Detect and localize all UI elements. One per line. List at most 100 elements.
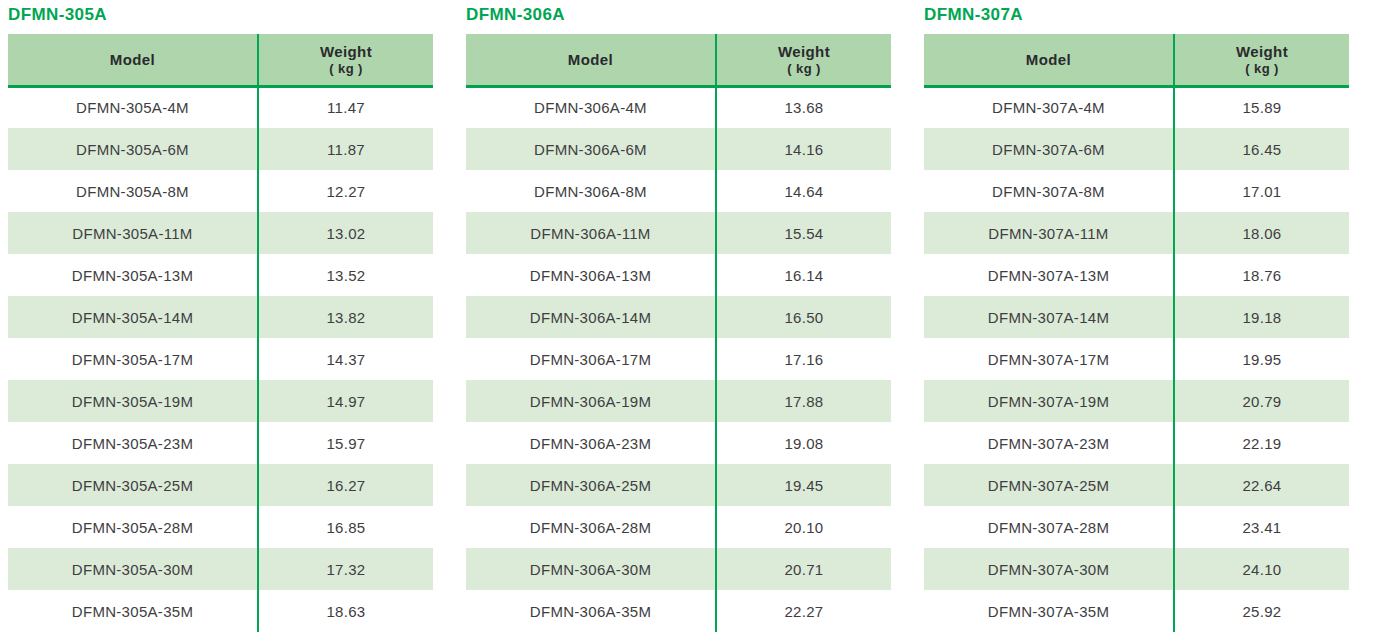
- model-cell: DFMN-306A-4M: [466, 86, 716, 128]
- model-cell: DFMN-306A-19M: [466, 380, 716, 422]
- weight-unit-label: ( kg ): [259, 61, 433, 76]
- table-title: DFMN-306A: [466, 5, 891, 25]
- table-row: DFMN-305A-4M 11.47: [8, 86, 433, 128]
- weight-cell: 17.16: [716, 338, 891, 380]
- model-cell: DFMN-306A-11M: [466, 212, 716, 254]
- table-row: DFMN-306A-17M 17.16: [466, 338, 891, 380]
- table-row: DFMN-307A-8M 17.01: [924, 170, 1349, 212]
- weight-cell: 16.85: [258, 506, 433, 548]
- weight-cell: 13.82: [258, 296, 433, 338]
- table-row: DFMN-307A-35M 25.92: [924, 590, 1349, 632]
- table-row: DFMN-305A-14M 13.82: [8, 296, 433, 338]
- table-row: DFMN-305A-28M 16.85: [8, 506, 433, 548]
- table-row: DFMN-306A-28M 20.10: [466, 506, 891, 548]
- model-cell: DFMN-305A-19M: [8, 380, 258, 422]
- model-cell: DFMN-307A-35M: [924, 590, 1174, 632]
- model-cell: DFMN-306A-17M: [466, 338, 716, 380]
- table-row: DFMN-306A-6M 14.16: [466, 128, 891, 170]
- model-cell: DFMN-307A-8M: [924, 170, 1174, 212]
- model-cell: DFMN-307A-30M: [924, 548, 1174, 590]
- table-row: DFMN-306A-25M 19.45: [466, 464, 891, 506]
- weight-unit-label: ( kg ): [717, 61, 891, 76]
- table-row: DFMN-306A-11M 15.54: [466, 212, 891, 254]
- model-cell: DFMN-306A-13M: [466, 254, 716, 296]
- weight-cell: 23.41: [1174, 506, 1349, 548]
- model-cell: DFMN-307A-17M: [924, 338, 1174, 380]
- table-row: DFMN-307A-11M 18.06: [924, 212, 1349, 254]
- weight-column-header: Weight ( kg ): [1174, 34, 1349, 86]
- table-row: DFMN-306A-19M 17.88: [466, 380, 891, 422]
- weight-cell: 13.52: [258, 254, 433, 296]
- table-row: DFMN-307A-19M 20.79: [924, 380, 1349, 422]
- model-cell: DFMN-305A-28M: [8, 506, 258, 548]
- table-row: DFMN-305A-11M 13.02: [8, 212, 433, 254]
- weight-cell: 17.32: [258, 548, 433, 590]
- model-cell: DFMN-305A-13M: [8, 254, 258, 296]
- table-row: DFMN-307A-4M 15.89: [924, 86, 1349, 128]
- model-cell: DFMN-305A-35M: [8, 590, 258, 632]
- weight-cell: 18.06: [1174, 212, 1349, 254]
- weight-unit-label: ( kg ): [1175, 61, 1349, 76]
- weight-cell: 20.10: [716, 506, 891, 548]
- weight-cell: 20.71: [716, 548, 891, 590]
- table-row: DFMN-305A-23M 15.97: [8, 422, 433, 464]
- weight-cell: 22.19: [1174, 422, 1349, 464]
- weight-cell: 16.27: [258, 464, 433, 506]
- model-cell: DFMN-305A-6M: [8, 128, 258, 170]
- model-cell: DFMN-307A-13M: [924, 254, 1174, 296]
- weight-column-header: Weight ( kg ): [258, 34, 433, 86]
- table-row: DFMN-307A-25M 22.64: [924, 464, 1349, 506]
- table-title: DFMN-305A: [8, 5, 433, 25]
- weight-cell: 14.97: [258, 380, 433, 422]
- table-section-dfmn-305a: DFMN-305A Model Weight ( kg ) DFMN-305A-…: [8, 5, 433, 632]
- weight-cell: 11.87: [258, 128, 433, 170]
- weight-cell: 24.10: [1174, 548, 1349, 590]
- table-row: DFMN-307A-23M 22.19: [924, 422, 1349, 464]
- model-cell: DFMN-305A-8M: [8, 170, 258, 212]
- weight-cell: 16.50: [716, 296, 891, 338]
- model-cell: DFMN-305A-4M: [8, 86, 258, 128]
- model-cell: DFMN-307A-19M: [924, 380, 1174, 422]
- weight-cell: 18.63: [258, 590, 433, 632]
- model-cell: DFMN-307A-11M: [924, 212, 1174, 254]
- weight-cell: 13.02: [258, 212, 433, 254]
- weight-cell: 19.08: [716, 422, 891, 464]
- model-column-header: Model: [924, 34, 1174, 86]
- weight-label: Weight: [320, 43, 372, 60]
- header-row: Model Weight ( kg ): [466, 34, 891, 86]
- table-row: DFMN-307A-14M 19.18: [924, 296, 1349, 338]
- table-row: DFMN-306A-13M 16.14: [466, 254, 891, 296]
- weight-cell: 25.92: [1174, 590, 1349, 632]
- model-cell: DFMN-305A-23M: [8, 422, 258, 464]
- weight-label: Weight: [778, 43, 830, 60]
- model-cell: DFMN-307A-28M: [924, 506, 1174, 548]
- table-section-dfmn-306a: DFMN-306A Model Weight ( kg ) DFMN-306A-…: [466, 5, 891, 632]
- weight-table: Model Weight ( kg ) DFMN-306A-4M 13.68 D…: [466, 34, 891, 632]
- table-title: DFMN-307A: [924, 5, 1349, 25]
- model-cell: DFMN-305A-17M: [8, 338, 258, 380]
- model-column-header: Model: [466, 34, 716, 86]
- weight-cell: 16.45: [1174, 128, 1349, 170]
- model-cell: DFMN-305A-14M: [8, 296, 258, 338]
- header-row: Model Weight ( kg ): [924, 34, 1349, 86]
- weight-cell: 20.79: [1174, 380, 1349, 422]
- weight-cell: 15.54: [716, 212, 891, 254]
- weight-cell: 15.89: [1174, 86, 1349, 128]
- table-row: DFMN-305A-17M 14.37: [8, 338, 433, 380]
- table-row: DFMN-305A-8M 12.27: [8, 170, 433, 212]
- weight-cell: 12.27: [258, 170, 433, 212]
- table-row: DFMN-305A-6M 11.87: [8, 128, 433, 170]
- model-cell: DFMN-306A-8M: [466, 170, 716, 212]
- weight-cell: 17.88: [716, 380, 891, 422]
- weight-cell: 17.01: [1174, 170, 1349, 212]
- table-row: DFMN-305A-30M 17.32: [8, 548, 433, 590]
- table-row: DFMN-307A-6M 16.45: [924, 128, 1349, 170]
- weight-table: Model Weight ( kg ) DFMN-307A-4M 15.89 D…: [924, 34, 1349, 632]
- table-section-dfmn-307a: DFMN-307A Model Weight ( kg ) DFMN-307A-…: [924, 5, 1349, 632]
- model-cell: DFMN-307A-23M: [924, 422, 1174, 464]
- weight-cell: 18.76: [1174, 254, 1349, 296]
- model-cell: DFMN-306A-25M: [466, 464, 716, 506]
- table-row: DFMN-306A-23M 19.08: [466, 422, 891, 464]
- weight-cell: 13.68: [716, 86, 891, 128]
- table-row: DFMN-306A-30M 20.71: [466, 548, 891, 590]
